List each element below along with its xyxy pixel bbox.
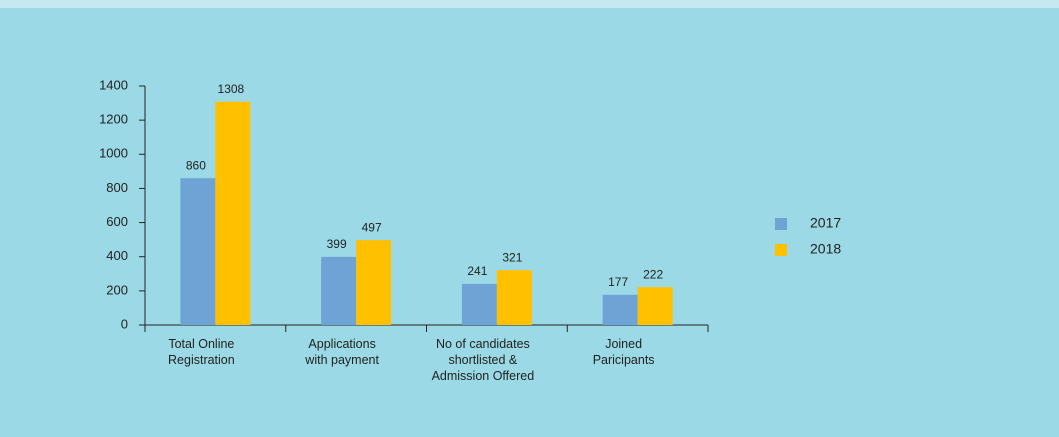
bar xyxy=(637,287,673,325)
y-tick-label: 1000 xyxy=(99,146,128,161)
x-tick-label: Joined Paricipants xyxy=(592,337,655,367)
data-label: 177 xyxy=(608,275,628,289)
y-tick-label: 200 xyxy=(106,282,128,297)
bar xyxy=(496,270,532,325)
x-tick-label: Applications with payment xyxy=(305,337,379,367)
bar xyxy=(461,283,497,325)
data-label: 321 xyxy=(502,250,522,264)
bar xyxy=(602,294,638,325)
bar xyxy=(321,256,357,325)
legend-label: 2018 xyxy=(810,241,841,257)
legend-label: 2017 xyxy=(810,215,841,231)
y-tick-label: 800 xyxy=(106,180,128,195)
data-label: 241 xyxy=(467,264,487,278)
x-tick-label: Total Online Registration xyxy=(168,337,235,367)
y-tick-label: 1200 xyxy=(99,112,128,127)
data-label: 222 xyxy=(643,267,663,281)
data-label: 1308 xyxy=(218,82,245,96)
bar xyxy=(356,240,392,325)
data-label: 399 xyxy=(327,237,347,251)
bar xyxy=(180,178,216,325)
legend-swatch xyxy=(775,244,787,256)
x-tick-label: No of candidates shortlisted & Admission… xyxy=(431,337,535,383)
y-tick-label: 1400 xyxy=(99,77,128,92)
y-tick-label: 600 xyxy=(106,214,128,229)
top-band xyxy=(0,0,1059,8)
y-tick-label: 0 xyxy=(121,316,128,331)
y-tick-label: 400 xyxy=(106,248,128,263)
data-label: 860 xyxy=(186,158,206,172)
bar xyxy=(215,101,251,325)
data-label: 497 xyxy=(362,220,382,234)
legend-swatch xyxy=(775,218,787,230)
